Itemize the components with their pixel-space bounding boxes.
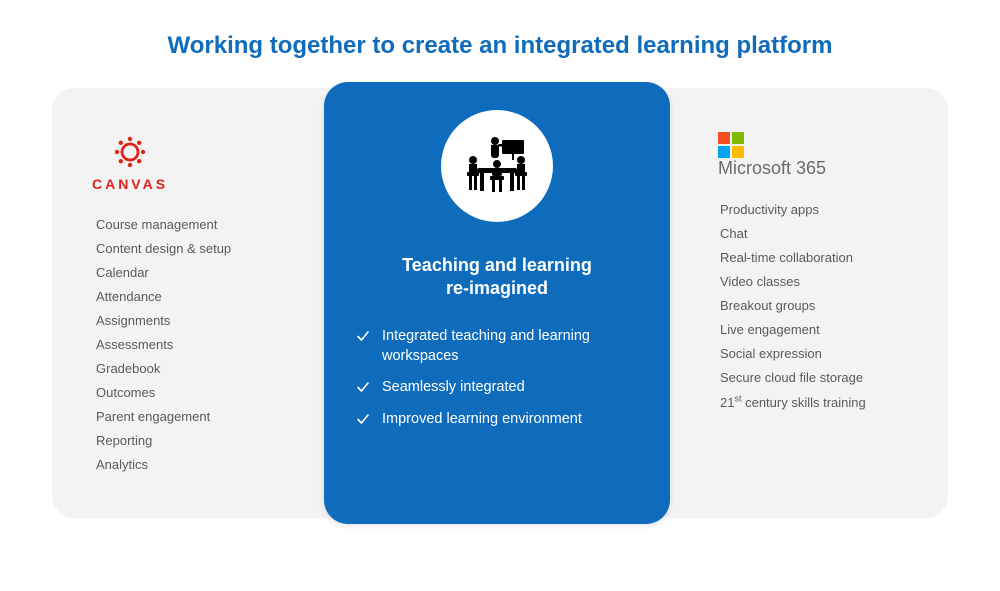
center-heading-line1: Teaching and learning (402, 255, 592, 275)
list-item: Video classes (720, 269, 920, 293)
center-bullet-text: Integrated teaching and learning workspa… (382, 327, 638, 366)
center-heading-line2: re-imagined (446, 278, 548, 298)
list-item: Outcomes (96, 380, 296, 404)
panel-container: CANVAS Course management Content design … (52, 88, 948, 518)
list-item: Reporting (96, 428, 296, 452)
microsoft-365-logo: Microsoft 365 (718, 132, 920, 179)
teaching-illustration-circle (441, 110, 553, 222)
checkmark-icon (356, 329, 370, 343)
microsoft-feature-list: Productivity apps Chat Real-time collabo… (720, 197, 920, 414)
list-item: Attendance (96, 284, 296, 308)
list-item: Analytics (96, 452, 296, 476)
checkmark-icon (356, 380, 370, 394)
list-item: Calendar (96, 260, 296, 284)
list-item: Live engagement (720, 317, 920, 341)
list-item: Parent engagement (96, 404, 296, 428)
center-bullet-text: Improved learning environment (382, 410, 582, 430)
microsoft-logo-icon (718, 132, 744, 158)
list-item: Social expression (720, 341, 920, 365)
list-item: 21st century skills training (720, 389, 920, 414)
center-heading: Teaching and learning re-imagined (402, 254, 592, 299)
list-item: Course management (96, 212, 296, 236)
canvas-feature-list: Course management Content design & setup… (96, 212, 296, 476)
list-item: Secure cloud file storage (720, 365, 920, 389)
list-item: Assessments (96, 332, 296, 356)
page-title: Working together to create an integrated… (0, 32, 1000, 60)
center-bullet: Improved learning environment (356, 404, 638, 436)
center-bullet-text: Seamlessly integrated (382, 378, 525, 398)
list-item: Content design & setup (96, 236, 296, 260)
canvas-sunburst-icon (110, 132, 150, 172)
canvas-logo-text: CANVAS (92, 176, 168, 192)
center-panel: Teaching and learning re-imagined Integr… (324, 82, 670, 524)
microsoft-365-text: Microsoft 365 (718, 158, 826, 179)
checkmark-icon (356, 412, 370, 426)
teaching-group-icon (457, 134, 537, 198)
right-panel-microsoft: Microsoft 365 Productivity apps Chat Rea… (670, 88, 948, 518)
list-item: Productivity apps (720, 197, 920, 221)
center-bullet: Seamlessly integrated (356, 372, 638, 404)
center-bullet: Integrated teaching and learning workspa… (356, 321, 638, 372)
left-panel-canvas: CANVAS Course management Content design … (52, 88, 324, 518)
canvas-logo: CANVAS (94, 132, 166, 192)
list-item: Real-time collaboration (720, 245, 920, 269)
list-item: Chat (720, 221, 920, 245)
list-item: Assignments (96, 308, 296, 332)
list-item: Breakout groups (720, 293, 920, 317)
center-bullet-list: Integrated teaching and learning workspa… (352, 321, 642, 435)
list-item: Gradebook (96, 356, 296, 380)
